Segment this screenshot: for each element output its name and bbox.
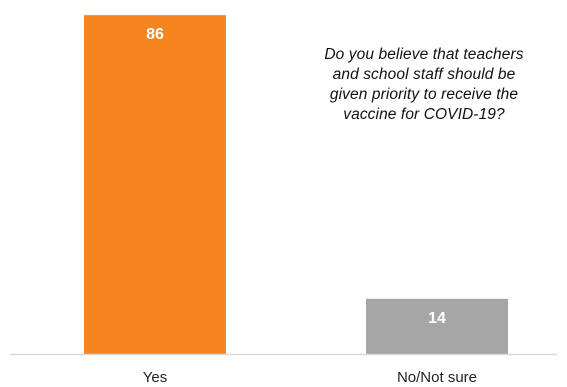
category-label-2: No/Not sure <box>397 369 477 386</box>
category-label-1: Yes <box>143 369 167 386</box>
question-line-1: Do you believe that teachers <box>324 46 524 63</box>
bar-yes <box>84 15 226 354</box>
question-line-2: and school staff should be <box>332 66 516 83</box>
question-line-4: vaccine for COVID-19? <box>343 106 505 123</box>
question-line-3: given priority to receive the <box>329 86 519 103</box>
data-label-2: 14 <box>428 310 446 327</box>
bar-no-not-sure <box>366 298 508 354</box>
data-label-1: 86 <box>146 26 164 43</box>
question-annotation: Do you believe that teachers and school … <box>268 45 567 125</box>
